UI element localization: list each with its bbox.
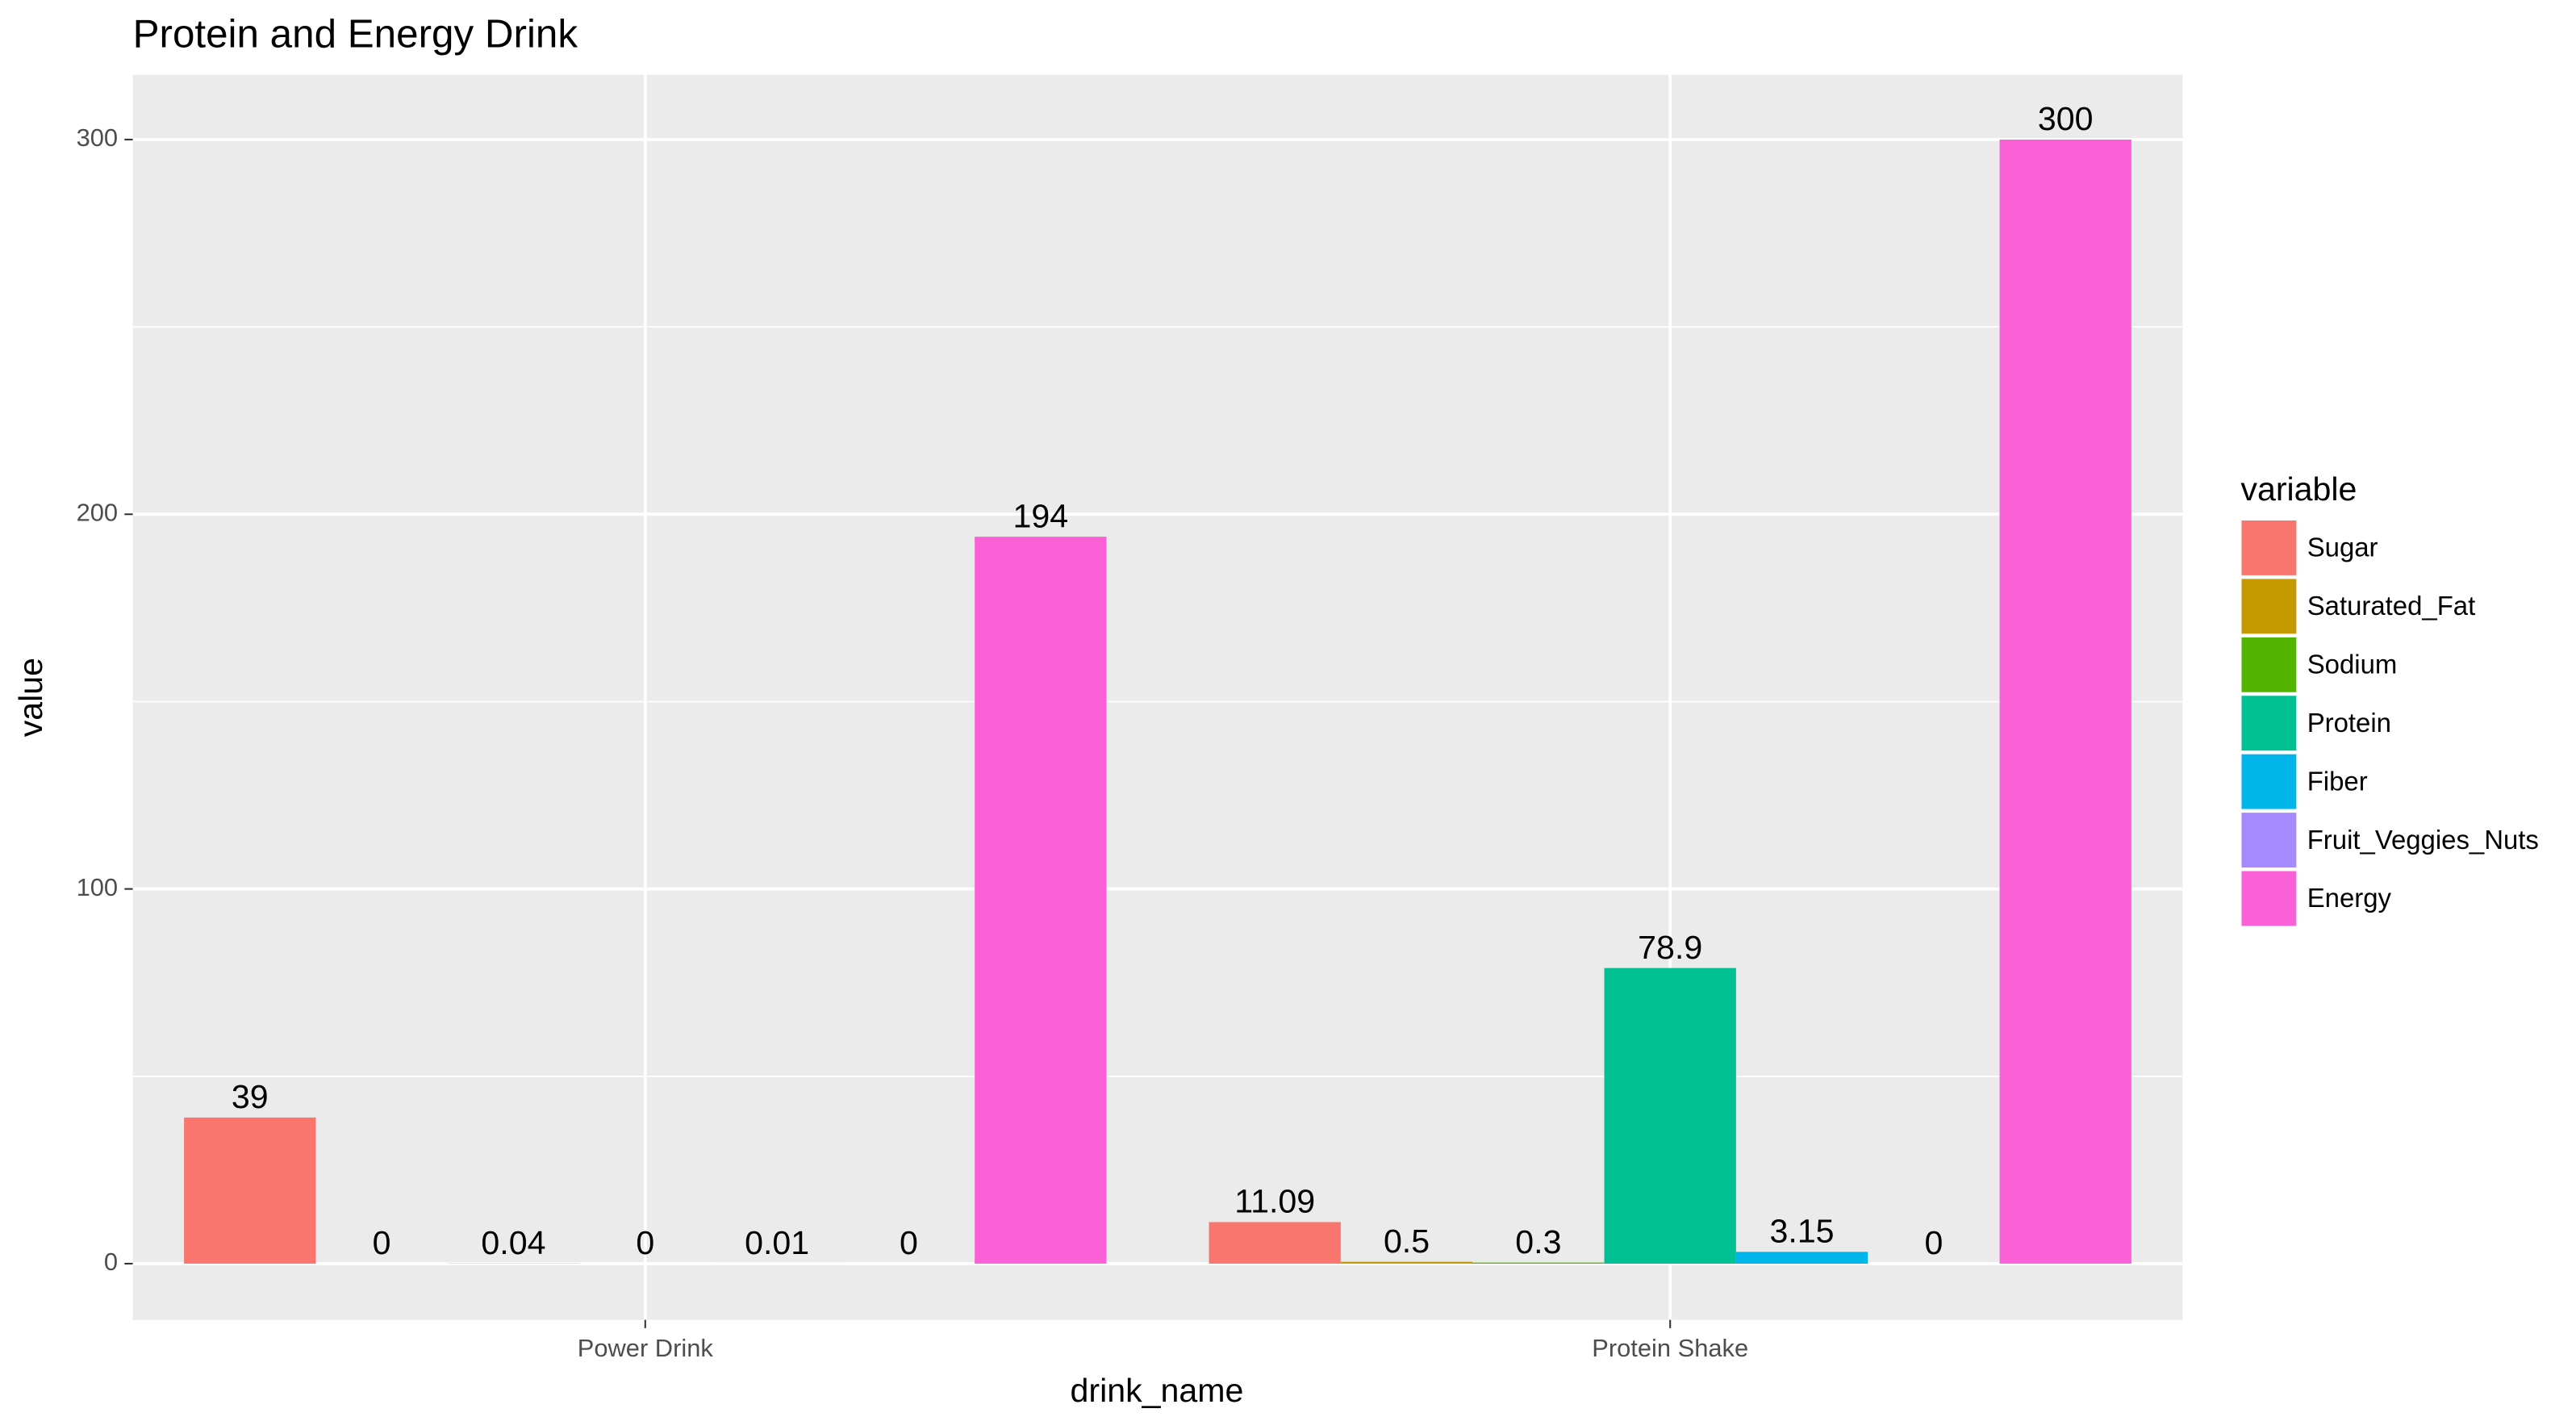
data-label: 0: [900, 1224, 918, 1261]
data-label: 0.04: [481, 1224, 545, 1261]
legend-swatch: [2240, 518, 2298, 577]
x-tick-label: Power Drink: [578, 1334, 714, 1362]
legend-label: Sugar: [2307, 533, 2378, 562]
legend-label: Energy: [2307, 883, 2392, 913]
bar: [1735, 1252, 1868, 1264]
data-label: 0: [1924, 1224, 1943, 1261]
legend-label: Fruit_Veggies_Nuts: [2307, 825, 2539, 855]
legend-swatch: [2240, 869, 2298, 928]
data-label: 0.01: [745, 1224, 809, 1261]
data-label: 194: [1012, 497, 1068, 534]
bar: [1209, 1222, 1341, 1264]
data-label: 39: [232, 1078, 269, 1115]
data-label: 0: [373, 1224, 391, 1261]
legend-label: Sodium: [2307, 650, 2398, 679]
bar: [1999, 139, 2131, 1264]
y-axis-label: value: [12, 658, 49, 737]
panel: [132, 74, 2183, 1320]
legend-swatch: [2240, 752, 2298, 811]
data-label: 0: [636, 1224, 654, 1261]
legend-swatch: [2240, 811, 2298, 870]
bar: [1340, 1261, 1473, 1264]
chart-title: Protein and Energy Drink: [133, 11, 578, 56]
bar: [184, 1117, 316, 1264]
y-tick-label: 100: [77, 873, 119, 901]
data-label: 3.15: [1770, 1213, 1835, 1250]
legend-label: Fiber: [2307, 766, 2368, 796]
legend-label: Saturated_Fat: [2307, 591, 2476, 621]
y-tick-label: 300: [77, 123, 119, 152]
data-label: 300: [2038, 100, 2094, 137]
data-label: 0.3: [1515, 1223, 1561, 1260]
legend-swatch: [2240, 577, 2298, 636]
bar: [1604, 968, 1736, 1264]
y-tick-label: 200: [77, 498, 119, 526]
x-tick-label: Protein Shake: [1592, 1334, 1748, 1362]
legend-title: variable: [2240, 470, 2357, 508]
legend-swatch: [2240, 635, 2298, 694]
legend-label: Protein: [2307, 708, 2391, 738]
x-axis-label: drink_name: [1071, 1372, 1244, 1409]
legend-swatch: [2240, 694, 2298, 753]
data-label: 11.09: [1234, 1183, 1315, 1220]
y-tick-label: 0: [104, 1248, 118, 1276]
bar: [975, 537, 1107, 1264]
bar: [1472, 1262, 1605, 1264]
data-label: 78.9: [1638, 929, 1702, 966]
data-label: 0.5: [1384, 1223, 1430, 1260]
